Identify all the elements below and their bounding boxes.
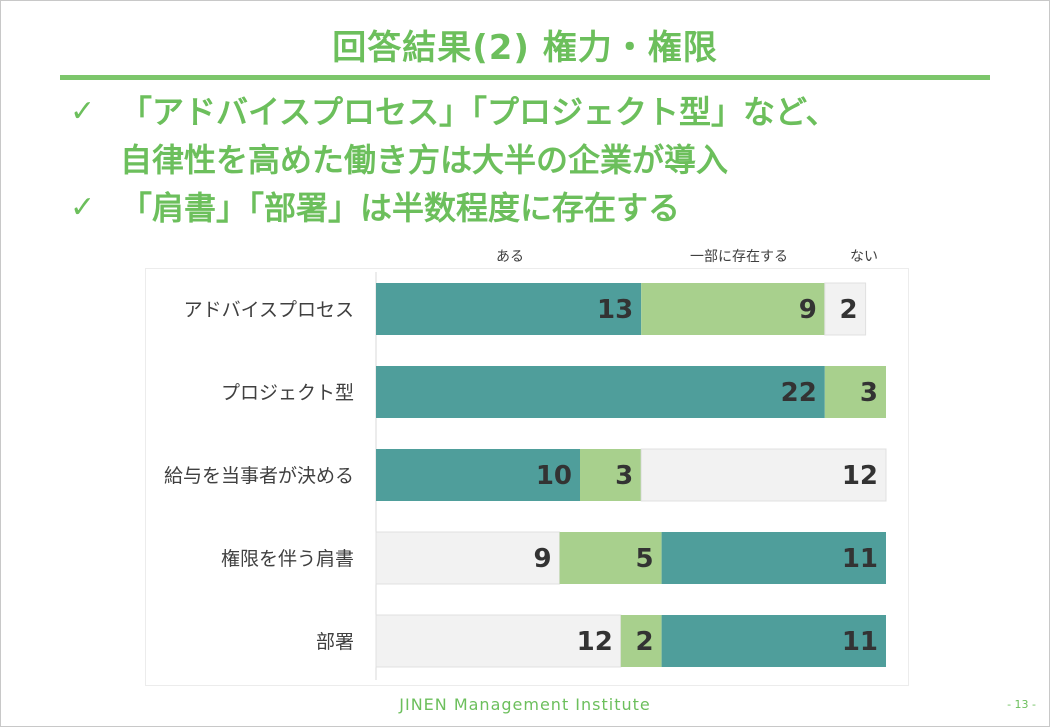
category-label: プロジェクト型	[221, 382, 354, 404]
data-label: 11	[842, 627, 878, 657]
category-label: 権限を伴う肩書	[221, 548, 354, 570]
bar-segment-ichibu	[580, 449, 642, 501]
bar-segment-aru	[376, 449, 580, 501]
category-label: 給与を当事者が決める	[164, 465, 354, 487]
bullet-list: ✓ 「アドバイスプロセス」「プロジェクト型」など、 自律性を高めた働き方は大半の…	[70, 88, 1030, 232]
bar-segment-ichibu	[824, 366, 886, 418]
page-number: - 13 -	[1007, 698, 1036, 711]
bar-segment-nai	[640, 448, 887, 502]
data-label: 9	[534, 544, 552, 574]
data-label: 10	[536, 461, 572, 491]
data-label: 22	[781, 378, 817, 408]
data-label: 3	[860, 378, 878, 408]
legend-label-ichibu: 一部に存在する	[690, 249, 788, 265]
bar-segment-nai	[375, 531, 561, 585]
bar-segment-ichibu	[641, 283, 825, 335]
slide-title: 回答結果(2) 権力・権限	[332, 28, 718, 68]
data-label: 2	[840, 295, 858, 325]
data-label: 12	[842, 461, 878, 491]
bar-segment-aru	[661, 532, 886, 584]
data-label: 9	[799, 295, 817, 325]
bar-segment-aru	[376, 366, 825, 418]
data-label: 2	[636, 627, 654, 657]
check-icon: ✓	[70, 190, 96, 225]
bar-segment-aru	[376, 283, 642, 335]
category-label: アドバイスプロセス	[184, 299, 354, 321]
data-label: 13	[597, 295, 633, 325]
footer-org-name: JINEN Management Institute	[399, 695, 651, 714]
legend-label-aru: ある	[496, 249, 524, 265]
bar-segment-nai	[824, 282, 867, 336]
bullet-item-2: ✓ 「肩書」「部署」は半数程度に存在する	[70, 184, 1030, 232]
bullet-2-line-1: 「肩書」「部署」は半数程度に存在する	[120, 189, 681, 227]
bar-segment-ichibu	[620, 615, 662, 667]
legend-label-nai: ない	[850, 249, 878, 265]
bullet-1-line-1: 「アドバイスプロセス」「プロジェクト型」など、	[120, 93, 838, 131]
bar-segment-ichibu	[559, 532, 662, 584]
data-label: 11	[842, 544, 878, 574]
bar-segment-aru	[661, 615, 886, 667]
title-underline	[60, 75, 990, 80]
bullet-item-1: ✓ 「アドバイスプロセス」「プロジェクト型」など、 自律性を高めた働き方は大半の…	[70, 88, 1030, 184]
check-icon: ✓	[70, 94, 96, 129]
data-label: 12	[577, 627, 613, 657]
bullet-1-line-2: 自律性を高めた働き方は大半の企業が導入	[120, 141, 729, 179]
category-label: 部署	[316, 631, 354, 653]
data-label: 5	[636, 544, 654, 574]
data-label: 3	[615, 461, 633, 491]
